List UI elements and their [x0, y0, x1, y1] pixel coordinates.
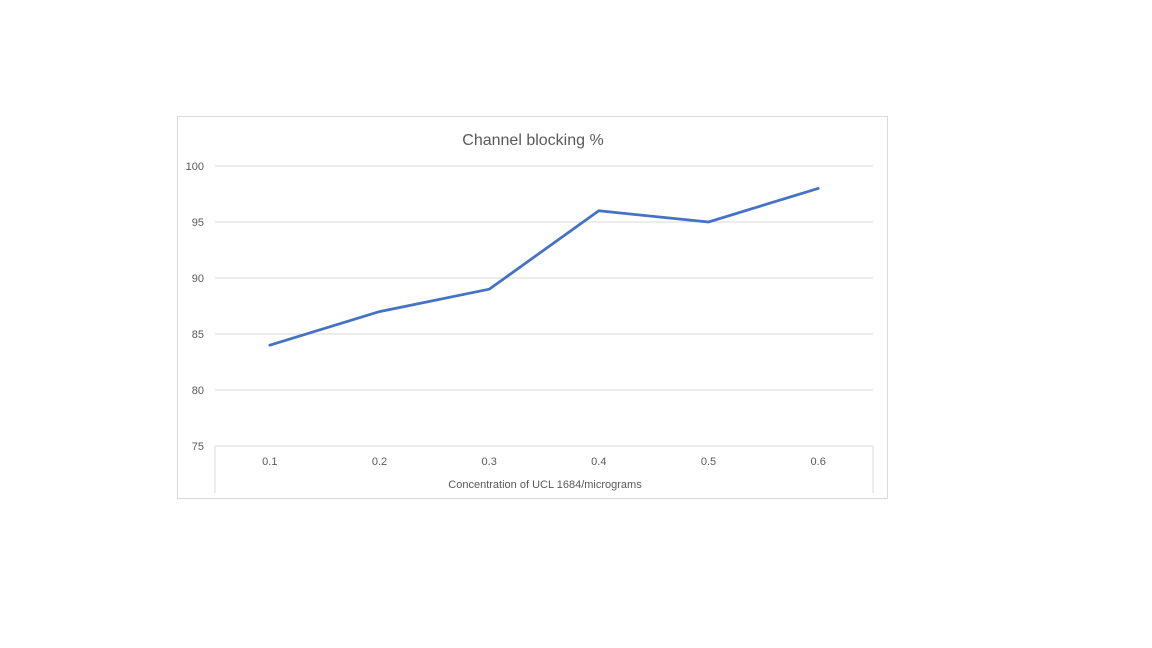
series — [268, 187, 820, 347]
chart-frame — [177, 116, 888, 499]
x-axis-ticks: 0.1 0.2 0.3 0.4 0.5 0.6 — [262, 456, 826, 468]
chart-title: Channel blocking % — [462, 132, 603, 149]
x-tick-label: 0.3 — [482, 456, 497, 468]
gridlines — [215, 165, 873, 391]
y-axis-ticks: 75 80 85 90 95 100 — [186, 161, 204, 453]
y-tick-label: 100 — [186, 161, 204, 173]
y-tick-label: 75 — [192, 441, 204, 453]
y-tick-label: 80 — [192, 385, 204, 397]
y-tick-label: 85 — [192, 329, 204, 341]
x-tick-label: 0.1 — [262, 456, 277, 468]
x-tick-label: 0.2 — [372, 456, 387, 468]
series-line — [268, 187, 820, 347]
x-tick-label: 0.5 — [701, 456, 716, 468]
x-tick-label: 0.6 — [811, 456, 826, 468]
x-tick-label: 0.4 — [591, 456, 606, 468]
y-tick-label: 90 — [192, 273, 204, 285]
axes — [214, 445, 874, 493]
x-axis-title: Concentration of UCL 1684/micrograms — [448, 479, 642, 491]
y-tick-label: 95 — [192, 217, 204, 229]
